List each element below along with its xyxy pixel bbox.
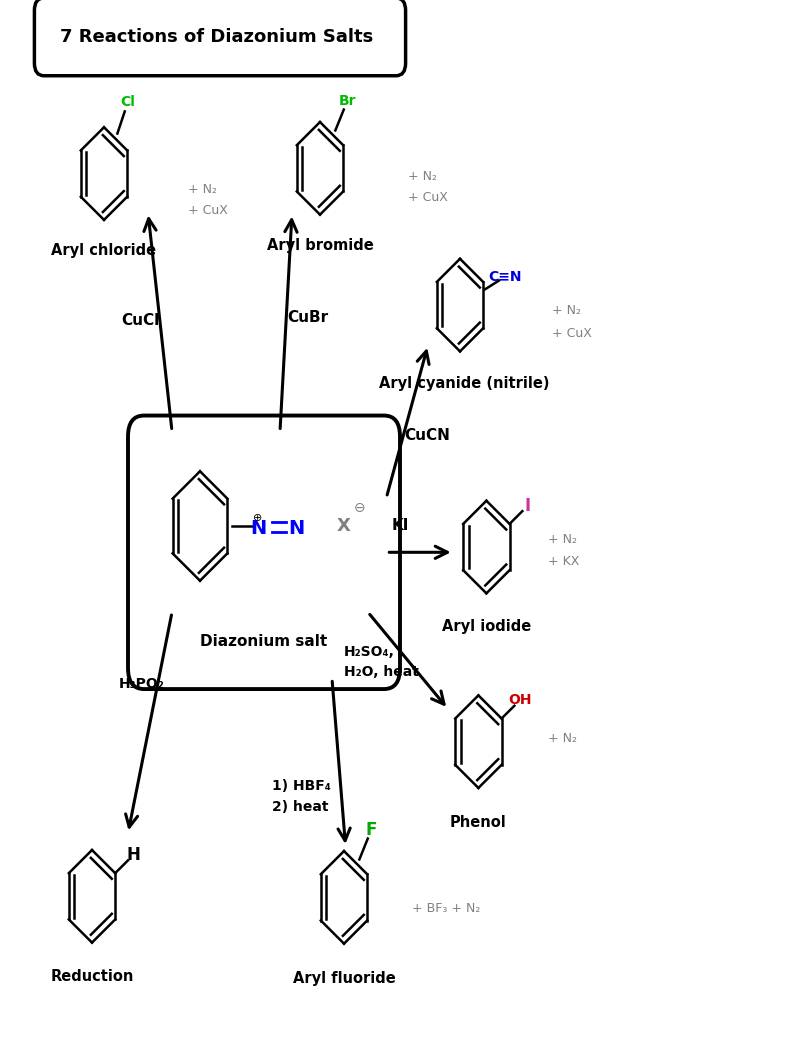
Text: I: I: [525, 497, 530, 514]
Text: CuCN: CuCN: [404, 428, 450, 443]
Text: CuCl: CuCl: [121, 313, 159, 328]
Text: H: H: [126, 846, 140, 864]
Text: + KX: + KX: [548, 555, 579, 568]
Text: + N₂: + N₂: [548, 533, 577, 546]
Text: + CuX: + CuX: [552, 327, 592, 340]
Text: Aryl fluoride: Aryl fluoride: [293, 971, 395, 986]
Text: + CuX: + CuX: [408, 191, 448, 204]
Text: + N₂: + N₂: [408, 170, 437, 183]
Text: Diazonium salt: Diazonium salt: [200, 634, 328, 649]
Text: Reduction: Reduction: [50, 969, 134, 984]
Text: + N₂: + N₂: [552, 304, 581, 317]
Text: H₂SO₄,: H₂SO₄,: [344, 645, 395, 660]
Text: CuBr: CuBr: [287, 310, 329, 325]
Text: + N₂: + N₂: [188, 183, 217, 196]
Text: C≡N: C≡N: [488, 270, 522, 284]
FancyBboxPatch shape: [128, 416, 400, 689]
Text: H₂O, heat: H₂O, heat: [344, 665, 419, 680]
Text: N: N: [288, 519, 305, 538]
Text: Cl: Cl: [120, 96, 135, 109]
Text: Phenol: Phenol: [450, 815, 506, 830]
Text: H₃PO₂: H₃PO₂: [118, 676, 164, 691]
Text: + CuX: + CuX: [188, 204, 228, 217]
Text: X: X: [337, 517, 351, 535]
Text: Aryl chloride: Aryl chloride: [51, 243, 157, 258]
Text: ⊕: ⊕: [254, 512, 262, 523]
Text: F: F: [366, 821, 377, 838]
Text: 2) heat: 2) heat: [272, 800, 329, 814]
Text: Br: Br: [338, 94, 356, 107]
Text: OH: OH: [508, 693, 531, 707]
Text: N: N: [250, 519, 266, 538]
Text: Aryl iodide: Aryl iodide: [442, 620, 531, 634]
Text: ⊖: ⊖: [354, 501, 366, 515]
Text: Aryl bromide: Aryl bromide: [266, 238, 374, 252]
Text: 1) HBF₄: 1) HBF₄: [272, 778, 331, 793]
Text: + BF₃ + N₂: + BF₃ + N₂: [412, 903, 480, 915]
Text: KI: KI: [391, 519, 409, 533]
Text: 7 Reactions of Diazonium Salts: 7 Reactions of Diazonium Salts: [60, 27, 374, 46]
Text: Aryl cyanide (nitrile): Aryl cyanide (nitrile): [378, 377, 550, 391]
FancyBboxPatch shape: [34, 0, 406, 76]
Text: + N₂: + N₂: [548, 732, 577, 745]
